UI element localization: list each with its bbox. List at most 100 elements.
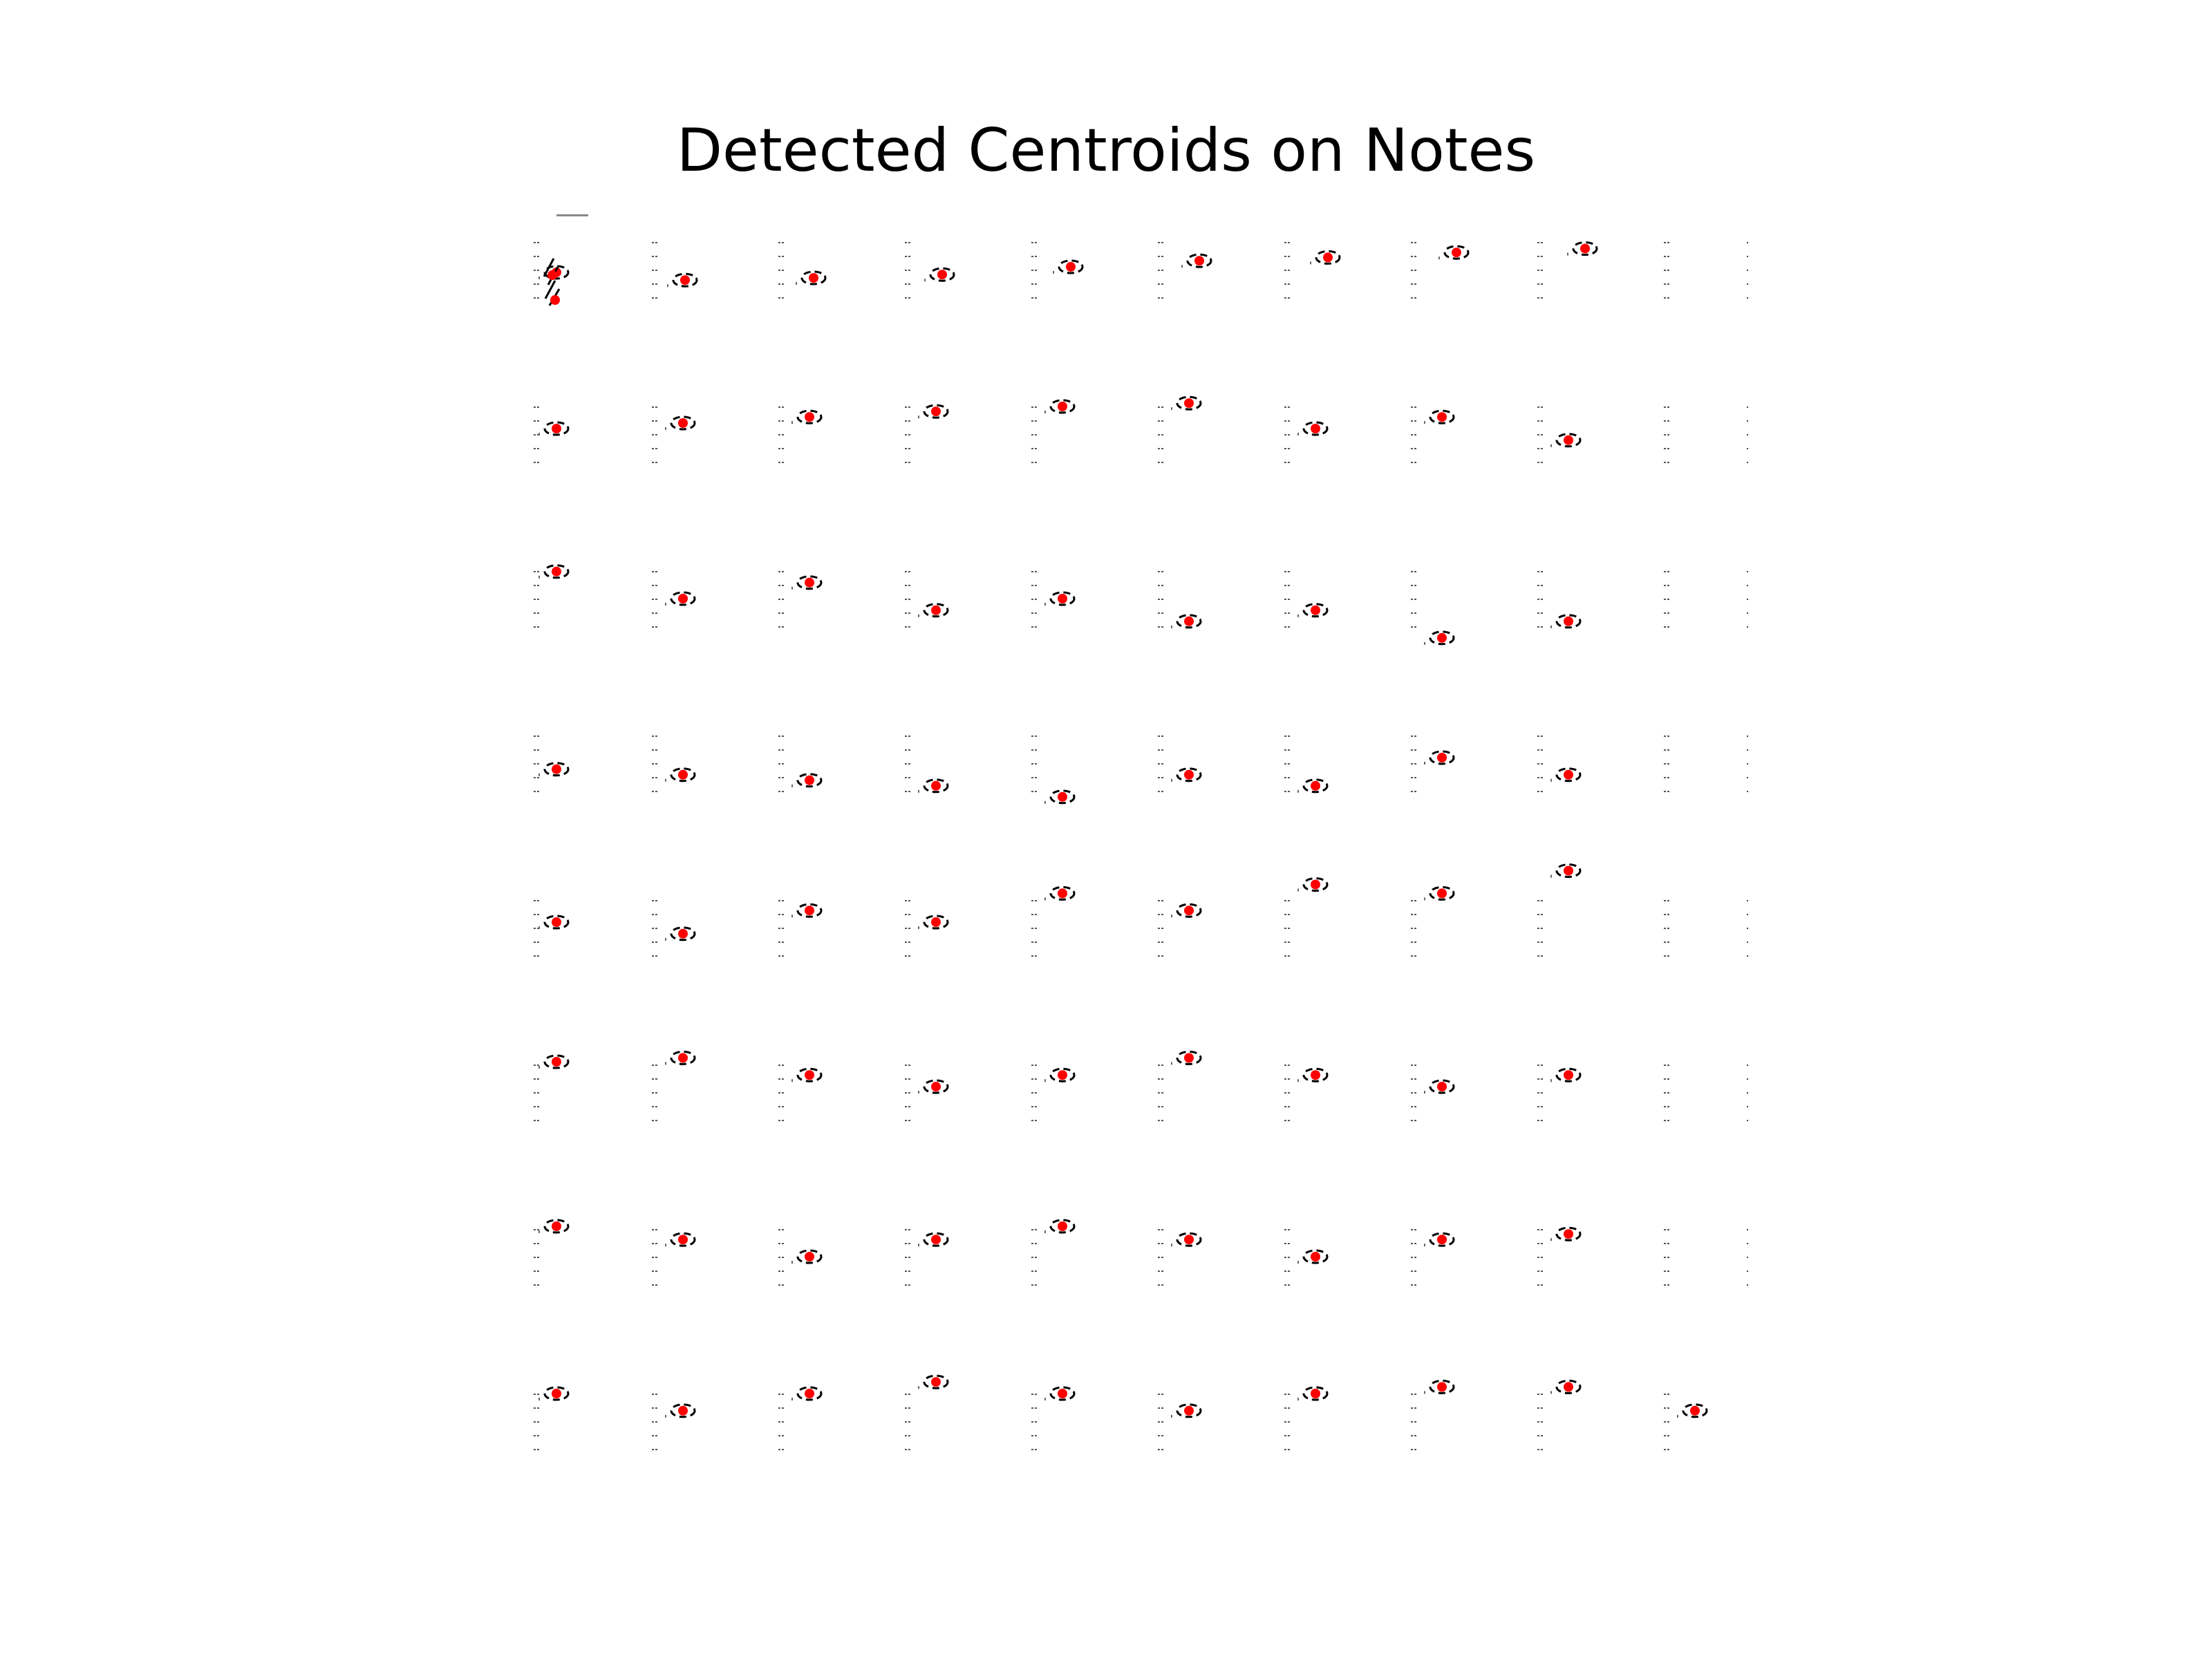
staff-tick [534, 928, 536, 929]
staff-tick [1284, 406, 1286, 408]
staff-tick [534, 1243, 536, 1244]
staff-tick [537, 735, 539, 737]
staff-tick [1414, 749, 1416, 751]
staff-tick [1541, 599, 1543, 600]
note-thumbnail [905, 242, 954, 299]
note-thumbnail [1031, 1065, 1074, 1121]
staff-tick [655, 941, 657, 943]
note-thumbnail [1411, 1229, 1454, 1286]
staff-tick [1664, 1065, 1666, 1066]
staff-tick [1031, 914, 1033, 915]
staff-tick [1411, 1243, 1413, 1244]
staff-tick [1411, 1435, 1413, 1436]
ledger-tick [665, 938, 666, 941]
staff-tick [652, 612, 654, 614]
staff-tick [1747, 955, 1748, 957]
staff-tick [1158, 1120, 1160, 1121]
staff-tick [1541, 462, 1543, 463]
note-thumbnail [1664, 1229, 1748, 1286]
staff-tick [1031, 599, 1033, 600]
ledger-tick [1297, 1079, 1299, 1082]
staff-tick [537, 626, 539, 628]
staff-tick [905, 928, 907, 929]
note-thumbnail [1411, 242, 1468, 299]
staff-tick [1031, 749, 1033, 751]
staff-tick [1284, 1421, 1286, 1423]
staff-tick [655, 571, 657, 572]
staff-tick [1537, 270, 1539, 271]
staff-tick [1664, 434, 1666, 435]
staff-tick [655, 420, 657, 422]
staff-tick [905, 599, 907, 600]
staff-tick [782, 612, 784, 614]
ledger-tick [1424, 897, 1425, 900]
staff-tick [1537, 1120, 1539, 1121]
staff-tick [1541, 1394, 1543, 1395]
note-thumbnail [1537, 1380, 1580, 1450]
centroid-marker [1564, 1382, 1573, 1391]
staff-tick [1747, 462, 1748, 463]
staff-tick [1158, 1229, 1160, 1230]
staff-tick [534, 571, 536, 572]
staff-tick [778, 626, 780, 628]
staff-tick [778, 434, 780, 435]
staff-tick [1537, 434, 1539, 435]
staff-tick [1035, 462, 1037, 463]
staff-tick [655, 763, 657, 765]
staff-tick [1537, 1229, 1539, 1230]
staff-tick [1158, 420, 1160, 422]
staff-tick [1414, 941, 1416, 943]
centroid-marker [1437, 633, 1447, 643]
centroid-marker [1311, 880, 1320, 890]
staff-tick [1035, 1407, 1037, 1409]
staff-tick [1667, 1284, 1669, 1286]
staff-tick [655, 1229, 657, 1230]
staff-tick [1284, 900, 1286, 901]
staff-tick [1414, 1078, 1416, 1080]
ledger-tick [667, 284, 668, 287]
staff-tick [1537, 1106, 1539, 1107]
staff-tick [1537, 585, 1539, 586]
centroid-marker [552, 1221, 561, 1231]
staff-tick [1664, 1421, 1666, 1423]
staff-tick [1664, 1284, 1666, 1286]
staff-tick [1411, 777, 1413, 778]
staff-tick [1035, 1394, 1037, 1395]
staff-tick [1414, 1120, 1416, 1121]
centroid-marker [1437, 888, 1447, 898]
centroid-marker [1564, 435, 1573, 445]
staff-tick [908, 1229, 910, 1230]
staff-tick [782, 297, 784, 299]
ledger-tick [1044, 1398, 1046, 1400]
ledger-tick [791, 421, 793, 424]
centroid-marker [1184, 398, 1194, 408]
staff-tick [1667, 1078, 1669, 1080]
note-thumbnail [1031, 571, 1074, 628]
staff-tick [1747, 406, 1748, 408]
ledger-tick [665, 603, 666, 606]
staff-tick [652, 571, 654, 572]
staff-tick [1414, 599, 1416, 600]
staff-tick [1288, 1078, 1290, 1080]
staff-tick [537, 242, 539, 243]
centroid-marker [1311, 1389, 1320, 1398]
staff-tick [1537, 1243, 1539, 1244]
staff-tick [1161, 448, 1163, 449]
staff-tick [652, 1065, 654, 1066]
staff-tick [1414, 900, 1416, 901]
staff-tick [1158, 1407, 1160, 1409]
staff-tick [908, 612, 910, 614]
staff-tick [1035, 900, 1037, 901]
staff-tick [778, 914, 780, 915]
staff-tick [905, 448, 907, 449]
staff-tick [1541, 900, 1543, 901]
staff-tick [534, 1065, 536, 1066]
note-thumbnail [778, 406, 821, 463]
ledger-tick [538, 1398, 540, 1400]
staff-tick [1284, 462, 1286, 463]
staff-tick [1537, 256, 1539, 257]
staff-tick [537, 406, 539, 408]
staff-tick [1288, 612, 1290, 614]
centroid-marker [678, 594, 688, 603]
staff-tick [778, 1394, 780, 1395]
